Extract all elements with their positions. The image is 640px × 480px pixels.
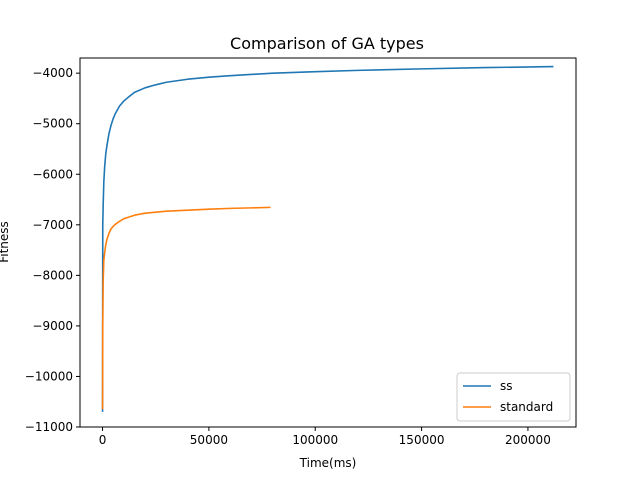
x-tick-label: 200000 (505, 433, 551, 447)
x-axis-label: Time(ms) (299, 456, 357, 470)
series-layer (101, 65, 554, 412)
x-tick-label: 100000 (292, 433, 338, 447)
axes-frame (79, 57, 577, 428)
series-line-ss (101, 65, 554, 412)
y-tick-label: −6000 (32, 167, 73, 181)
y-axis-ticks: −11000 −10000 −9000 −8000 −7000 −6000 −5000 −40… (25, 66, 80, 434)
y-tick-label: −8000 (32, 268, 73, 282)
y-tick-label: −7000 (32, 218, 73, 232)
x-tick-label: 150000 (399, 433, 445, 447)
x-tick-label: 50000 (190, 433, 228, 447)
y-axis-label: Fitness (0, 221, 11, 263)
x-tick-label: 0 (99, 433, 107, 447)
series-line-standard (101, 206, 271, 410)
y-tick-label: −9000 (32, 319, 73, 333)
legend-box (456, 372, 571, 422)
chart-title: Comparison of GA types (230, 34, 424, 53)
y-tick-label: −11000 (25, 420, 73, 434)
legend-entry-standard: standard (500, 400, 553, 414)
legend: ss standard (456, 372, 571, 422)
y-tick-label: −5000 (32, 117, 73, 131)
plot-area (79, 57, 577, 428)
legend-entry-ss: ss (500, 379, 513, 393)
y-tick-label: −4000 (32, 66, 73, 80)
y-tick-label: −10000 (25, 369, 73, 383)
x-axis-ticks: 0 50000 100000 150000 200000 (99, 427, 551, 447)
